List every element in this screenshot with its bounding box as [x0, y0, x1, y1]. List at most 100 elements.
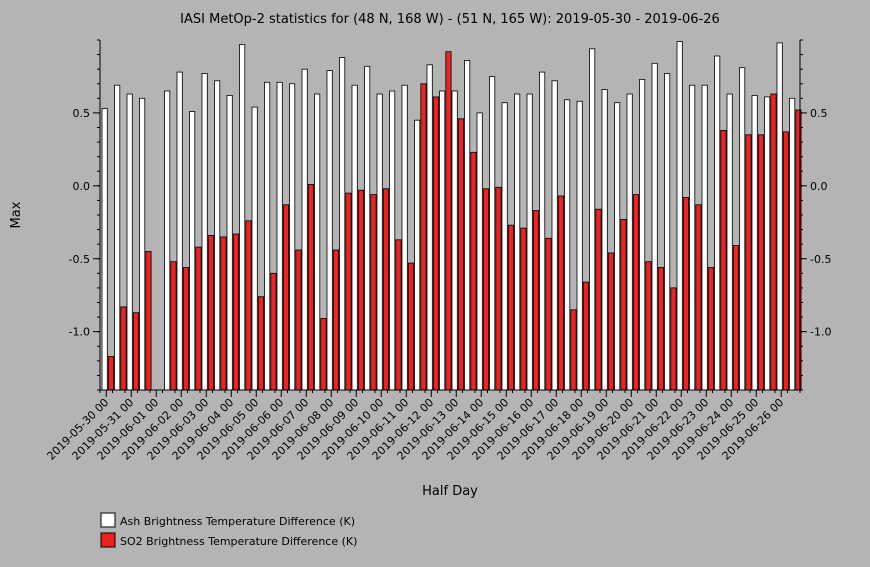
ash-bar-14	[276, 81, 283, 391]
so2-bar-50	[732, 245, 739, 391]
so2-bar-16	[307, 183, 314, 391]
so2-bar-52	[757, 134, 764, 391]
so2-bar-9	[220, 236, 227, 391]
so2-bar-41	[620, 218, 627, 391]
so2-bar-6	[182, 267, 190, 391]
ash-bar-41	[614, 102, 621, 391]
ash-bar-28	[451, 90, 458, 391]
so2-bar-39	[595, 208, 602, 391]
so2-bar-31	[495, 186, 502, 391]
so2-bar-49	[720, 129, 727, 391]
ash-bar-25	[414, 119, 421, 391]
so2-bar-27	[445, 51, 452, 391]
y-tick-label-left: -1.0	[69, 326, 90, 339]
so2-bar-38	[582, 281, 589, 391]
ash-bar-40	[601, 89, 608, 391]
ash-bar-6	[176, 71, 183, 391]
so2-bar-17	[320, 318, 327, 391]
y-tick-label-right: -0.5	[810, 253, 831, 266]
bars-group	[101, 41, 802, 391]
y-tick-label-right: 0.0	[810, 180, 828, 193]
y-tick-label-left: 0.0	[73, 180, 91, 193]
so2-bar-18	[332, 249, 339, 391]
so2-bar-11	[245, 220, 252, 391]
so2-bar-32	[507, 224, 514, 391]
y-tick-label-left: 0.5	[73, 107, 91, 120]
so2-bar-13	[270, 272, 277, 391]
y-tick-label-left: -0.5	[69, 253, 90, 266]
so2-bar-24	[407, 262, 414, 391]
ash-bar-44	[651, 62, 658, 391]
ash-bar-29	[464, 60, 471, 391]
so2-bar-35	[545, 237, 552, 391]
ash-bar-18	[326, 70, 333, 391]
so2-bar-47	[695, 204, 702, 391]
ash-bar-34	[526, 93, 533, 391]
so2-bar-30	[482, 188, 489, 391]
ash-bar-49	[714, 55, 721, 391]
so2-bar-46	[682, 197, 689, 391]
ash-bar-5	[164, 90, 171, 391]
ash-bar-22	[376, 93, 383, 391]
so2-bar-15	[295, 249, 302, 391]
ash-bar-32	[501, 102, 508, 391]
ash-bar-3	[139, 97, 146, 391]
ash-bar-9	[214, 80, 221, 391]
so2-bar-33	[520, 227, 527, 391]
ash-bar-43	[639, 79, 646, 391]
ash-bar-13	[264, 81, 271, 391]
legend-swatch-so2	[100, 532, 116, 548]
ash-bar-26	[426, 64, 433, 391]
ash-bar-52	[751, 95, 758, 391]
so2-bar-5	[170, 261, 177, 391]
ash-bar-12	[251, 106, 258, 391]
so2-bar-29	[470, 151, 477, 391]
y-tick-label-right: 0.5	[810, 107, 828, 120]
ash-bar-24	[401, 84, 408, 391]
ash-bar-23	[389, 90, 396, 391]
ash-bar-1	[114, 84, 121, 391]
so2-bar-0	[107, 356, 115, 391]
ash-bar-48	[701, 84, 708, 391]
so2-bar-45	[670, 287, 677, 391]
so2-bar-51	[745, 134, 752, 391]
so2-bar-19	[345, 192, 352, 391]
ash-bar-37	[564, 99, 571, 391]
ash-bar-38	[576, 100, 583, 391]
so2-bar-28	[457, 118, 464, 391]
so2-bar-54	[782, 131, 789, 391]
so2-bar-40	[607, 252, 614, 391]
so2-bar-22	[382, 188, 389, 391]
ash-bar-16	[301, 68, 308, 391]
ash-bar-50	[726, 93, 733, 391]
so2-bar-12	[257, 296, 264, 391]
ash-bar-42	[626, 93, 633, 391]
so2-bar-7	[195, 246, 202, 391]
legend-label-so2: SO2 Brightness Temperature Difference (K…	[120, 535, 357, 548]
so2-bar-8	[207, 234, 215, 391]
ash-bar-11	[239, 44, 246, 391]
so2-bar-25	[420, 83, 427, 391]
so2-bar-42	[632, 194, 639, 391]
ash-bar-46	[676, 41, 683, 391]
so2-bar-34	[532, 210, 539, 391]
ash-bar-30	[476, 112, 483, 391]
so2-bar-1	[120, 306, 127, 391]
ash-bar-15	[289, 83, 296, 391]
ash-bar-47	[689, 84, 696, 391]
so2-bar-48	[707, 267, 714, 391]
ash-bar-19	[339, 57, 346, 391]
so2-bar-44	[657, 267, 664, 391]
legend-swatch-ash	[100, 512, 116, 528]
so2-bar-2	[132, 312, 140, 391]
so2-bar-20	[357, 189, 364, 391]
ash-bar-36	[551, 80, 558, 391]
ash-bar-0	[101, 108, 108, 391]
legend-label-ash: Ash Brightness Temperature Difference (K…	[120, 515, 355, 528]
y-tick-label-right: -1.0	[810, 326, 831, 339]
ash-bar-17	[314, 93, 321, 391]
y-axis-label: Max	[9, 201, 24, 228]
